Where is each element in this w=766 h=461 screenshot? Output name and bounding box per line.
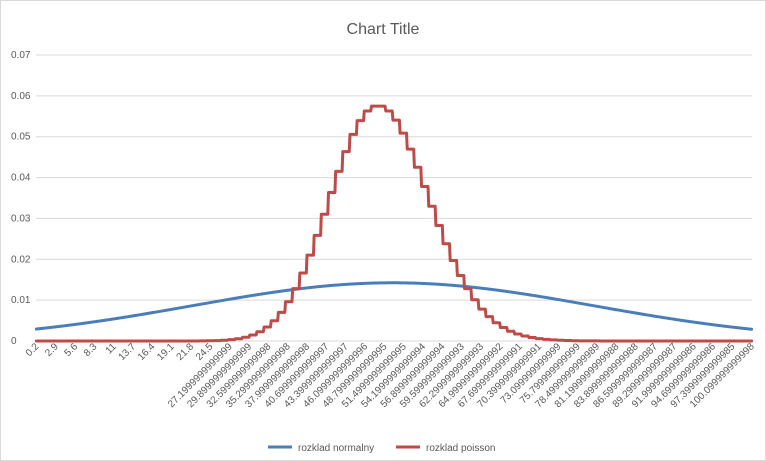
x-tick-label: 19.1	[155, 341, 177, 363]
legend: rozklad normalny rozklad poisson	[268, 443, 495, 454]
y-tick-label: 0.03	[11, 213, 31, 224]
legend-label: rozklad normalny	[298, 443, 374, 454]
y-tick-label: 0.04	[11, 173, 31, 184]
x-tick-label: 8.3	[82, 341, 100, 359]
series-lines	[34, 104, 754, 343]
y-tick-label: 0.06	[11, 91, 31, 102]
y-tick-label: 0.07	[11, 50, 31, 61]
chart-title: Chart Title	[347, 21, 420, 38]
gridlines	[36, 54, 752, 342]
y-tick-label: 0	[11, 336, 17, 347]
y-tick-label: 0.05	[11, 132, 31, 143]
x-tick-label: 5.6	[63, 341, 81, 359]
x-tick-label: 16.4	[136, 341, 158, 363]
legend-label: rozklad poisson	[426, 443, 495, 454]
x-tick-label: 0.2	[24, 341, 42, 359]
y-tick-label: 0.01	[11, 295, 31, 306]
x-tick-label: 2.9	[43, 341, 61, 359]
x-axis-ticks: 0.2 2.9 5.6 8.3 1113.716.419.121.824.527.199…	[24, 341, 757, 410]
x-tick-label: 21.8	[175, 341, 197, 363]
series-line	[34, 104, 754, 343]
series-line	[34, 281, 754, 331]
y-tick-label: 0.02	[11, 254, 31, 265]
x-tick-label: 13.7	[117, 341, 139, 363]
y-axis-ticks: 0 0.01 0.02 0.03 0.04 0.05 0.06 0.07	[11, 50, 31, 347]
